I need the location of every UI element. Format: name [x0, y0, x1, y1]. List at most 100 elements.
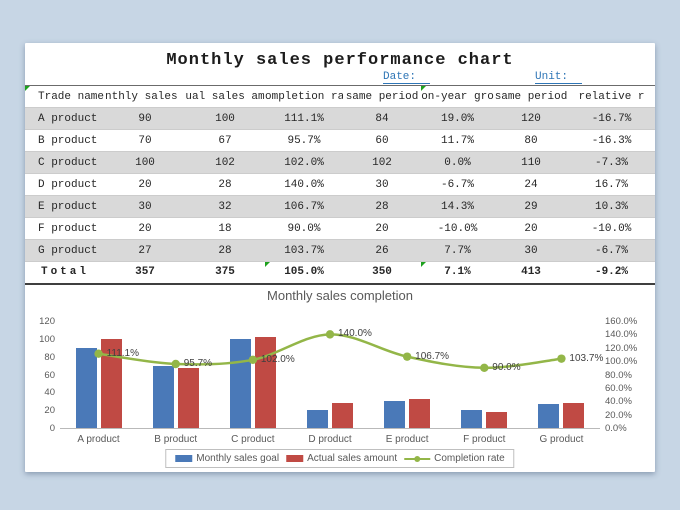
column-header[interactable]: ual sales am: [185, 85, 265, 108]
bar-actual: [177, 368, 199, 428]
value-cell[interactable]: 102.0%: [265, 151, 343, 174]
value-cell[interactable]: 60: [343, 129, 421, 152]
value-cell[interactable]: 140.0%: [265, 173, 343, 196]
bar-actual: [486, 411, 508, 428]
value-cell[interactable]: 84: [343, 107, 421, 130]
bar-actual: [254, 337, 276, 428]
total-label-cell[interactable]: Total: [25, 261, 105, 285]
total-value-cell[interactable]: 7.1%: [421, 261, 494, 285]
trade-name-cell[interactable]: E product: [25, 195, 105, 218]
trade-name-cell[interactable]: C product: [25, 151, 105, 174]
total-value-cell[interactable]: 375: [185, 261, 265, 285]
trade-name-cell[interactable]: D product: [25, 173, 105, 196]
value-cell[interactable]: 28: [343, 195, 421, 218]
x-axis-line: [60, 428, 600, 429]
total-value-cell[interactable]: 413: [494, 261, 568, 285]
trade-name-cell[interactable]: F product: [25, 217, 105, 240]
value-cell[interactable]: 29: [494, 195, 568, 218]
value-cell[interactable]: 20: [343, 217, 421, 240]
value-cell[interactable]: -16.3%: [568, 129, 655, 152]
value-cell[interactable]: 95.7%: [265, 129, 343, 152]
line-data-label: 103.7%: [569, 352, 604, 364]
legend-item: Actual sales amount: [286, 453, 397, 464]
value-cell[interactable]: 32: [185, 195, 265, 218]
value-cell[interactable]: 102: [185, 151, 265, 174]
value-cell[interactable]: 102: [343, 151, 421, 174]
table-row: G product 27 28 103.7% 26 7.7% 30 -6.7%: [25, 239, 655, 262]
value-cell[interactable]: 24: [494, 173, 568, 196]
bar-goal: [152, 365, 174, 428]
total-value-cell[interactable]: 105.0%: [265, 261, 343, 285]
bar-goal: [75, 347, 97, 428]
page-title: Monthly sales performance chart: [166, 51, 514, 70]
table-row: A product 90 100 111.1% 84 19.0% 120 -16.7%: [25, 107, 655, 130]
value-cell[interactable]: 30: [494, 239, 568, 262]
column-header[interactable]: Trade name: [25, 85, 105, 108]
value-cell[interactable]: 20: [105, 217, 185, 240]
column-header[interactable]: same period: [494, 85, 568, 108]
table-row: D product 20 28 140.0% 30 -6.7% 24 16.7%: [25, 173, 655, 196]
value-cell[interactable]: 30: [105, 195, 185, 218]
value-cell[interactable]: 0.0%: [421, 151, 494, 174]
value-cell[interactable]: 20: [105, 173, 185, 196]
trade-name-cell[interactable]: A product: [25, 107, 105, 130]
column-header[interactable]: same period: [343, 85, 421, 108]
value-cell[interactable]: 11.7%: [421, 129, 494, 152]
legend-item: Monthly sales goal: [175, 453, 279, 464]
line-marker-icon: [402, 352, 412, 361]
total-value-cell[interactable]: 357: [105, 261, 185, 285]
value-cell[interactable]: -6.7%: [568, 239, 655, 262]
value-cell[interactable]: -6.7%: [421, 173, 494, 196]
column-header[interactable]: relative r: [568, 85, 655, 108]
value-cell[interactable]: 70: [105, 129, 185, 152]
value-cell[interactable]: 111.1%: [265, 107, 343, 130]
value-cell[interactable]: 28: [185, 173, 265, 196]
left-axis-tick: 120: [39, 316, 55, 327]
chart-title: Monthly sales completion: [267, 288, 413, 303]
column-header[interactable]: nthly sales g: [105, 85, 185, 108]
line-data-label: 90.0%: [492, 361, 521, 373]
total-value-cell[interactable]: -9.2%: [568, 261, 655, 285]
value-cell[interactable]: 100: [105, 151, 185, 174]
value-cell[interactable]: 106.7%: [265, 195, 343, 218]
value-cell[interactable]: -16.7%: [568, 107, 655, 130]
left-axis-tick: 60: [44, 369, 55, 381]
right-axis-tick: 0.0%: [605, 423, 627, 434]
value-cell[interactable]: 19.0%: [421, 107, 494, 130]
value-cell[interactable]: 14.3%: [421, 195, 494, 218]
value-cell[interactable]: 16.7%: [568, 173, 655, 196]
bar-goal: [384, 401, 406, 428]
value-cell[interactable]: 67: [185, 129, 265, 152]
trade-name-cell[interactable]: G product: [25, 239, 105, 262]
column-header[interactable]: on-year gro: [421, 85, 494, 108]
value-cell[interactable]: 26: [343, 239, 421, 262]
value-cell[interactable]: -10.0%: [421, 217, 494, 240]
value-cell[interactable]: 120: [494, 107, 568, 130]
value-cell[interactable]: 103.7%: [265, 239, 343, 262]
category-label: D product: [308, 434, 352, 445]
category-label: F product: [463, 434, 506, 445]
value-cell[interactable]: 90.0%: [265, 217, 343, 240]
legend-bar-swatch-icon: [175, 455, 193, 462]
value-cell[interactable]: 18: [185, 217, 265, 240]
line-marker-icon: [480, 363, 489, 373]
column-header[interactable]: ompletion rate: [265, 85, 343, 108]
value-cell[interactable]: 80: [494, 129, 568, 152]
table-row: B product 70 67 95.7% 60 11.7% 80 -16.3%: [25, 129, 655, 152]
value-cell[interactable]: 10.3%: [568, 195, 655, 218]
value-cell[interactable]: 30: [343, 173, 421, 196]
value-cell[interactable]: 28: [185, 239, 265, 262]
trade-name-cell[interactable]: B product: [25, 129, 105, 152]
value-cell[interactable]: 20: [494, 217, 568, 240]
category-label: C product: [231, 434, 275, 445]
value-cell[interactable]: -10.0%: [568, 217, 655, 240]
value-cell[interactable]: 100: [185, 107, 265, 130]
total-value-cell[interactable]: 350: [343, 261, 421, 285]
value-cell[interactable]: -7.3%: [568, 151, 655, 174]
value-cell[interactable]: 110: [494, 151, 568, 174]
right-axis-tick: 40.0%: [605, 396, 632, 408]
value-cell[interactable]: 7.7%: [421, 239, 494, 262]
value-cell[interactable]: 27: [105, 239, 185, 262]
right-axis-tick: 80.0%: [605, 369, 632, 381]
value-cell[interactable]: 90: [105, 107, 185, 130]
